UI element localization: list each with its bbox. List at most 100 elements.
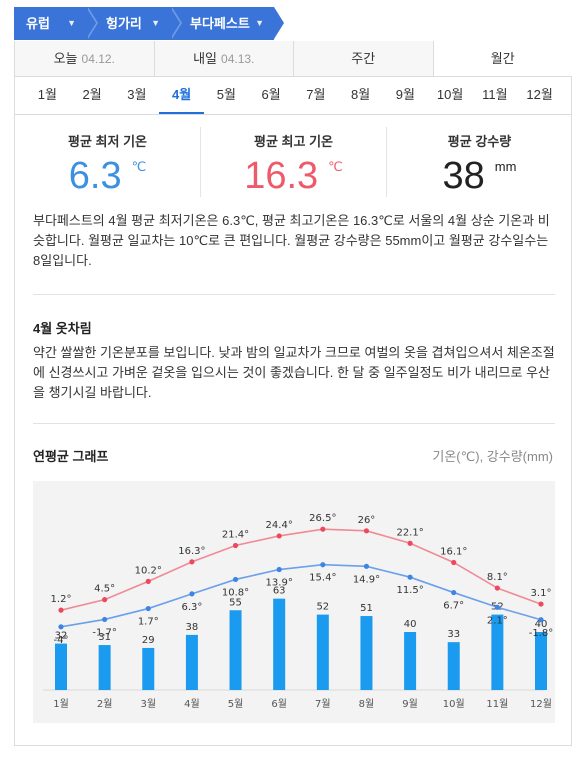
breadcrumb-item-region[interactable]: 유럽 ▼ (14, 7, 98, 40)
low-temp-point (320, 562, 326, 568)
max-temp-value: 16.3 (244, 155, 319, 197)
month-tabs: 1월 2월 3월 4월 5월 6월 7월 8월 9월 10월 11월 12월 (15, 78, 572, 115)
precip-bar (491, 614, 504, 690)
x-tick-label: 7월 (315, 698, 331, 710)
stat-value: 16.3 ℃ (201, 156, 386, 196)
low-temp-label: 11.5° (396, 585, 423, 596)
high-temp-point (494, 585, 500, 591)
precip-bar-label: 38 (186, 622, 199, 633)
tab-month-10[interactable]: 10월 (436, 87, 464, 102)
period-tabs: 오늘 04.12. 내일 04.13. 주간 월간 (15, 41, 572, 77)
low-temp-label: -4° (54, 635, 69, 646)
breadcrumb-item-city[interactable]: 부다페스트 ▼ (170, 7, 284, 40)
x-tick-label: 8월 (359, 698, 375, 710)
tab-today[interactable]: 오늘 04.12. (15, 41, 155, 76)
tab-label: 주간 (351, 51, 376, 66)
x-tick-label: 9월 (402, 698, 418, 710)
chevron-down-icon: ▼ (67, 18, 76, 28)
tab-month-6[interactable]: 6월 (261, 87, 281, 102)
x-tick-label: 10월 (443, 698, 465, 710)
precip-bar-label: 40 (404, 619, 417, 630)
low-temp-label: 2.1° (487, 615, 508, 626)
breadcrumb: 유럽 ▼ 헝가리 ▼ 부다페스트 ▼ (14, 7, 572, 41)
precip-bar (273, 598, 286, 690)
stat-label: 평균 최저 기온 (68, 134, 147, 149)
tab-month-1[interactable]: 1월 (37, 87, 57, 102)
low-temp-point (276, 566, 282, 573)
low-temp-point (232, 576, 239, 583)
divider (33, 423, 555, 424)
tab-tomorrow[interactable]: 내일 04.13. (155, 41, 294, 76)
tab-monthly[interactable]: 월간 (433, 41, 572, 76)
tab-month-3[interactable]: 3월 (127, 87, 147, 102)
tab-month-2[interactable]: 2월 (82, 87, 102, 102)
unit-label: ℃ (131, 159, 147, 174)
breadcrumb-label: 헝가리 (106, 16, 142, 31)
high-temp-label: 26.5° (309, 513, 336, 524)
breadcrumb-item-country[interactable]: 헝가리 ▼ (86, 7, 182, 40)
low-temp-point (145, 605, 151, 612)
low-temp-label: 13.9° (266, 578, 293, 589)
high-temp-label: 16.1° (440, 546, 467, 557)
low-temp-label: 10.8° (222, 587, 249, 598)
high-temp-point (232, 542, 239, 549)
clothing-title: 4월 옷차림 (33, 321, 92, 336)
low-temp-point (407, 574, 413, 580)
tab-month-7[interactable]: 7월 (306, 87, 326, 102)
high-temp-label: 21.4° (222, 530, 249, 541)
high-temp-point (407, 540, 413, 546)
precip-bar-label: 32 (55, 631, 68, 642)
x-tick-label: 12월 (530, 698, 552, 710)
precip-bar (185, 634, 198, 690)
tab-date: 04.12. (81, 52, 115, 66)
tab-month-11[interactable]: 11월 (482, 87, 508, 102)
stat-label: 평균 강수량 (447, 134, 512, 149)
high-temp-label: 10.2° (135, 565, 162, 576)
x-tick-label: 2월 (97, 698, 113, 710)
x-tick-label: 3월 (140, 698, 156, 710)
high-temp-point (102, 597, 108, 603)
precip-bar (316, 614, 329, 690)
stat-precipitation: 평균 강수량 38 mm (387, 127, 572, 197)
precip-bar (55, 643, 67, 690)
high-temp-label: 1.2° (51, 594, 72, 605)
x-tick-label: 4월 (184, 698, 200, 710)
low-temp-point (451, 589, 457, 596)
low-temp-point (58, 624, 64, 630)
unit-label: ℃ (328, 159, 343, 174)
precip-bar (142, 647, 155, 690)
tab-month-4[interactable]: 4월 (159, 78, 204, 114)
high-temp-point (363, 528, 370, 534)
x-tick-label: 6월 (271, 698, 287, 710)
high-temp-point (145, 578, 151, 584)
tab-month-12[interactable]: 12월 (526, 87, 553, 102)
low-temp-point (494, 604, 500, 610)
high-temp-point (189, 559, 195, 565)
breadcrumb-label: 부다페스트 (190, 16, 250, 31)
high-temp-label: 22.1° (396, 527, 423, 538)
min-temp-value: 6.3 (68, 155, 122, 197)
high-temp-point (320, 526, 326, 532)
tab-label: 내일 (193, 51, 218, 66)
tab-weekly[interactable]: 주간 (294, 41, 434, 76)
high-temp-label: 26° (358, 515, 376, 526)
high-temp-label: 16.3° (178, 546, 205, 557)
stat-value: 38 mm (387, 156, 572, 196)
precip-bar (535, 632, 547, 690)
high-temp-point (58, 607, 64, 613)
month-description: 부다페스트의 4월 평균 최저기온은 6.3℃, 평균 최고기온은 16.3℃로… (33, 213, 550, 268)
low-temp-label: 1.7° (138, 617, 159, 628)
precip-bar-label: 63 (273, 586, 286, 597)
tab-month-8[interactable]: 8월 (351, 87, 371, 102)
tab-label: 월간 (490, 51, 515, 66)
high-temp-line (60, 528, 542, 611)
tab-month-9[interactable]: 9월 (395, 87, 415, 102)
low-temp-label: 15.4° (309, 573, 336, 584)
tab-month-5[interactable]: 5월 (216, 87, 236, 102)
graph-title: 연평균 그래프 (33, 449, 109, 464)
weather-panel: 오늘 04.12. 내일 04.13. 주간 월간 1월 2월 3월 4월 5월 6… (14, 41, 572, 746)
low-temp-point (102, 616, 108, 623)
clothing-text: 약간 쌀쌀한 기온분포를 보입니다. 낮과 밤의 일교차가 크므로 여벌의 옷을… (33, 345, 555, 400)
x-tick-label: 11월 (486, 698, 508, 710)
precip-bar-label: 31 (98, 632, 111, 643)
